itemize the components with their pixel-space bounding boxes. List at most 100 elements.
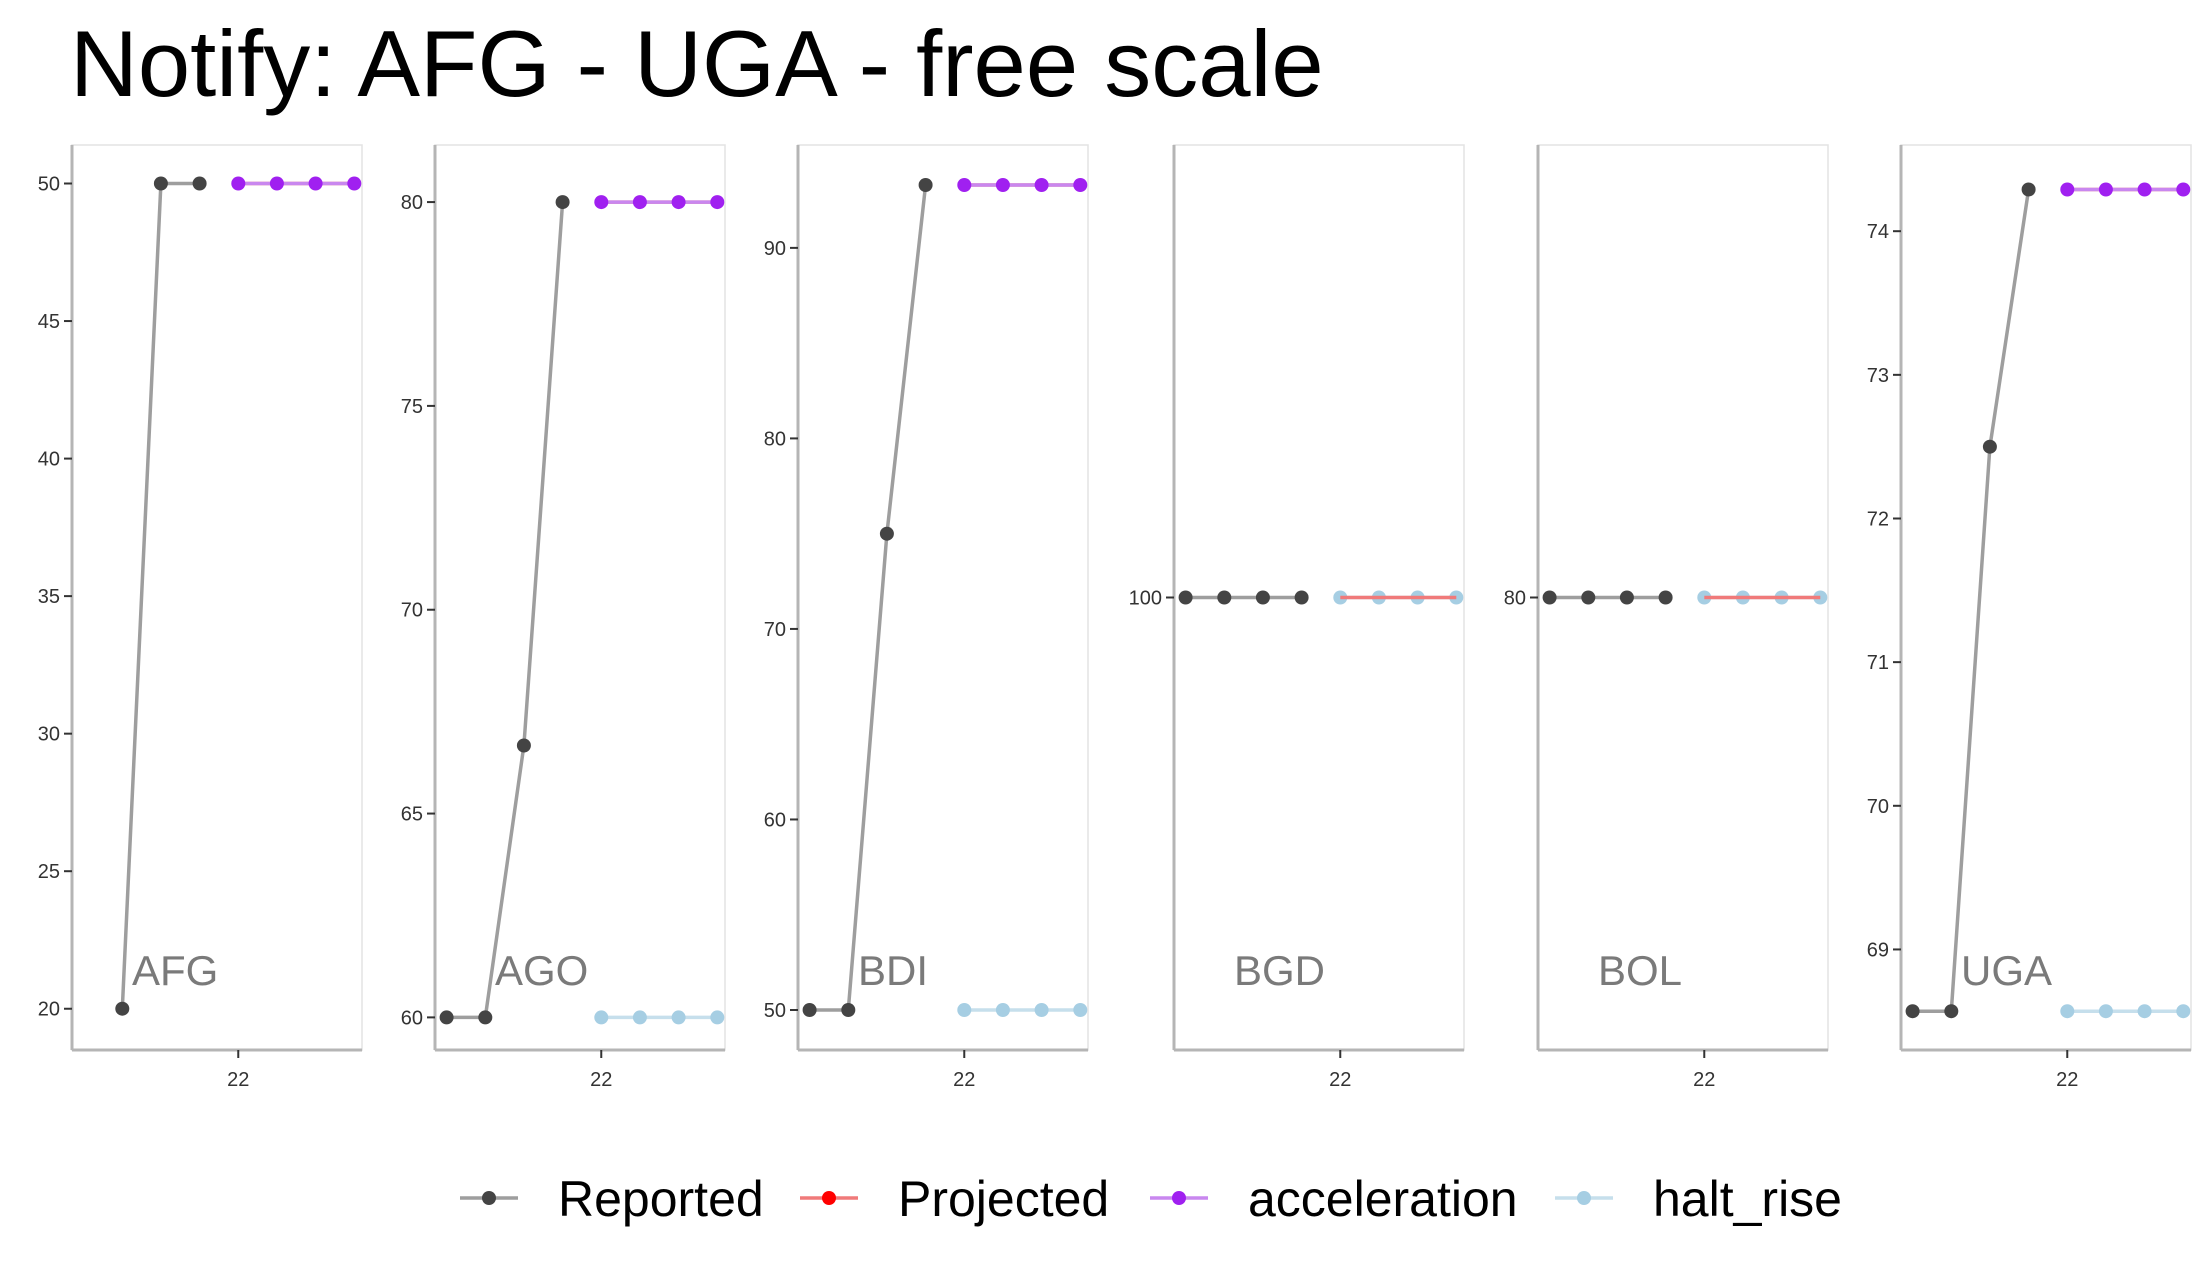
y-tick-label: 45 xyxy=(38,311,60,333)
facet-label: BOL xyxy=(1598,947,1682,994)
panel-bgd: 100 22 BGD xyxy=(1129,144,1465,1091)
data-point xyxy=(1982,439,1997,454)
y-tick-label: 65 xyxy=(401,804,423,826)
series-reported xyxy=(439,195,570,1025)
panel-uga: 69 70 71 72 73 74 22 UGA xyxy=(1867,144,2192,1091)
y-tick-label: 60 xyxy=(401,1007,423,1029)
x-tick-label: 22 xyxy=(2056,1069,2078,1091)
data-point xyxy=(1034,178,1049,192)
data-point xyxy=(439,1010,454,1025)
data-point xyxy=(594,1010,609,1025)
y-tick-label: 100 xyxy=(1129,588,1162,610)
data-point xyxy=(1294,590,1309,605)
panel-afg: 20 25 30 35 40 45 50 22 AFG xyxy=(38,144,363,1091)
legend-key-point xyxy=(1172,1191,1186,1205)
data-point xyxy=(1581,590,1596,605)
data-point xyxy=(995,1003,1010,1017)
data-point xyxy=(671,195,686,210)
data-point xyxy=(1658,590,1673,605)
series-acceleration xyxy=(231,176,362,191)
facet-label: UGA xyxy=(1961,947,2052,994)
data-point xyxy=(1073,178,1088,192)
x-tick-label: 22 xyxy=(227,1069,249,1091)
data-point xyxy=(957,178,972,192)
data-point xyxy=(2060,182,2075,197)
y-tick-label: 72 xyxy=(1867,508,1889,530)
data-point xyxy=(2060,1004,2075,1019)
data-point xyxy=(347,176,362,191)
data-point xyxy=(802,1003,817,1017)
panel-border xyxy=(71,144,363,1051)
data-point xyxy=(632,195,647,210)
legend-label: Reported xyxy=(558,1171,764,1227)
y-tick-label: 70 xyxy=(1867,796,1889,818)
y-tick-label: 80 xyxy=(764,428,786,450)
data-point xyxy=(269,176,284,191)
y-tick-label: 69 xyxy=(1867,939,1889,961)
series-acceleration xyxy=(594,195,725,210)
data-point xyxy=(2021,182,2036,197)
legend-item-halt-rise: halt_rise xyxy=(1555,1171,1842,1227)
data-point xyxy=(957,1003,972,1017)
series-reported xyxy=(1542,590,1673,605)
y-tick-label: 50 xyxy=(38,174,60,196)
series-reported xyxy=(1178,590,1309,605)
data-point xyxy=(879,526,894,541)
data-point xyxy=(231,176,246,191)
data-point xyxy=(632,1010,647,1025)
x-tick-label: 22 xyxy=(953,1069,975,1091)
y-tick-label: 75 xyxy=(401,396,423,418)
panel-bol: 80 22 BOL xyxy=(1504,144,1829,1091)
data-point xyxy=(710,195,725,210)
y-tick-label: 20 xyxy=(38,999,60,1021)
series-halt-rise xyxy=(594,1010,725,1025)
legend-label: Projected xyxy=(898,1171,1109,1227)
data-point xyxy=(1178,590,1193,605)
y-tick-label: 71 xyxy=(1867,652,1889,674)
panel-border xyxy=(434,144,726,1051)
legend: Reported Projected acceleration halt_rise xyxy=(460,1171,1842,1227)
data-point xyxy=(1217,590,1232,605)
data-point xyxy=(1255,590,1270,605)
data-point xyxy=(1034,1003,1049,1017)
series-line xyxy=(809,184,928,1012)
series-acceleration xyxy=(957,178,1088,192)
y-tick-label: 70 xyxy=(401,600,423,622)
x-tick-label: 22 xyxy=(1329,1069,1351,1091)
x-tick-label: 22 xyxy=(590,1069,612,1091)
y-tick-label: 74 xyxy=(1867,221,1889,243)
series-halt-rise xyxy=(957,1003,1088,1017)
series-reported xyxy=(802,178,933,1017)
y-tick-label: 30 xyxy=(38,724,60,746)
y-tick-label: 90 xyxy=(764,238,786,260)
data-point xyxy=(1073,1003,1088,1017)
y-tick-label: 35 xyxy=(38,586,60,608)
panels-layer: 20 25 30 35 40 45 50 22 AFG 60 65 70 75 80 22 AGO 50 60 70… xyxy=(38,144,2192,1091)
data-point xyxy=(555,195,570,210)
y-tick-label: 80 xyxy=(1504,588,1526,610)
y-tick-label: 70 xyxy=(764,619,786,641)
data-point xyxy=(671,1010,686,1025)
data-point xyxy=(710,1010,725,1025)
data-point xyxy=(516,738,531,753)
y-tick-label: 40 xyxy=(38,449,60,471)
facet-label: BGD xyxy=(1234,947,1325,994)
legend-key-point xyxy=(1577,1191,1591,1205)
legend-item-reported: Reported xyxy=(460,1171,764,1227)
y-tick-label: 60 xyxy=(764,809,786,831)
data-point xyxy=(1905,1004,1920,1019)
legend-item-projected: Projected xyxy=(800,1171,1109,1227)
data-point xyxy=(192,176,207,191)
panel-ago: 60 65 70 75 80 22 AGO xyxy=(401,144,726,1091)
panel-border xyxy=(797,144,1089,1051)
series-line xyxy=(120,181,200,1009)
series-acceleration xyxy=(2060,182,2191,197)
legend-label: halt_rise xyxy=(1653,1171,1842,1227)
y-tick-label: 80 xyxy=(401,192,423,214)
legend-label: acceleration xyxy=(1248,1171,1518,1227)
data-point xyxy=(1542,590,1557,605)
data-point xyxy=(918,178,933,192)
data-point xyxy=(2176,1004,2191,1019)
